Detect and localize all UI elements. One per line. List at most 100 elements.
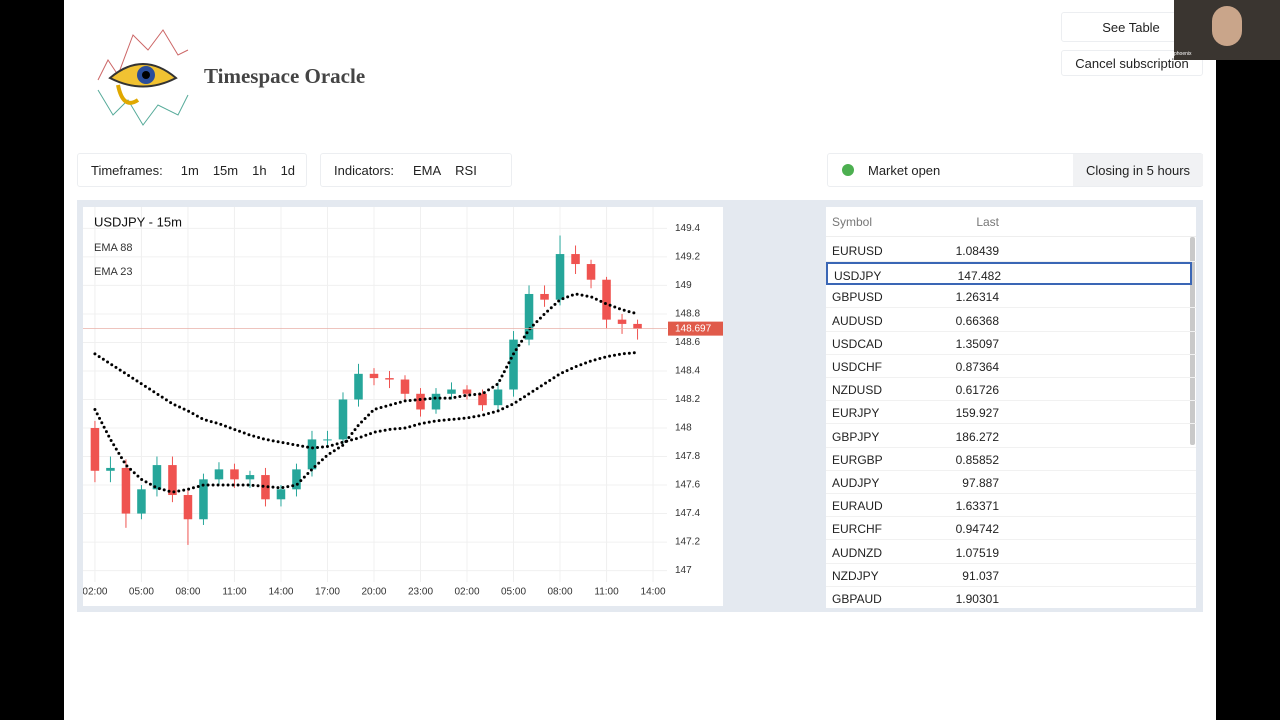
column-header: Symbol — [832, 215, 873, 229]
y-tick-label: 148.6 — [675, 337, 700, 348]
candle-body — [555, 254, 565, 300]
last-cell: 147.482 — [957, 269, 1001, 284]
candle-body — [431, 393, 441, 410]
last-price-label: 148.697 — [675, 323, 712, 334]
y-tick-label: 149 — [675, 280, 692, 291]
last-cell: 1.08439 — [955, 244, 999, 258]
symbol-row[interactable]: AUDNZD 1.07519 — [826, 541, 1196, 564]
last-cell: 97.887 — [962, 476, 999, 490]
logo — [97, 29, 189, 126]
candle-body — [478, 393, 487, 406]
symbol-cell: EURJPY — [832, 406, 880, 421]
symbol-row[interactable]: EURGBP 0.85852 — [826, 448, 1196, 471]
candle-body — [152, 465, 162, 490]
symbol-row[interactable]: USDJPY 147.482 — [826, 262, 1192, 286]
status-dot — [842, 164, 854, 176]
candle-body — [338, 399, 348, 440]
closing-time: Closing in 5 hours — [1073, 154, 1203, 186]
symbol-cell: AUDJPY — [832, 476, 880, 490]
symbol-row[interactable]: NZDUSD 0.61726 — [826, 378, 1196, 402]
header-divider — [826, 236, 1196, 237]
candle-body — [447, 389, 456, 394]
symbol-row[interactable]: AUDJPY 97.887 — [826, 471, 1196, 494]
candle-body — [617, 319, 627, 324]
candle-body — [137, 489, 146, 514]
candle-body — [633, 323, 642, 329]
x-tick-label: 17:00 — [315, 587, 340, 598]
candle-body — [292, 469, 301, 490]
symbol-cell: EURUSD — [832, 244, 883, 258]
candle-body — [354, 373, 363, 400]
candle-body — [214, 469, 224, 480]
symbol-row[interactable]: GBPJPY 186.272 — [826, 425, 1196, 448]
last-cell: 1.90301 — [955, 592, 999, 606]
symbol-row[interactable]: AUDUSD 0.66368 — [826, 309, 1196, 332]
chart-panel: 147 147.2 147.4 147.6 147.8 148 148.2 148.4 148.… — [82, 207, 723, 606]
market-status: Market open — [868, 162, 941, 178]
candle-body — [524, 293, 534, 340]
symbol-row[interactable]: EURJPY 159.927 — [826, 401, 1196, 425]
x-tick-label: 08:00 — [175, 587, 200, 598]
candle-body — [230, 469, 239, 480]
symbol-row[interactable]: USDCAD 1.35097 — [826, 332, 1196, 355]
last-cell: 0.66368 — [955, 313, 999, 328]
symbol-cell: NZDUSD — [832, 383, 882, 398]
timeframe-option[interactable]: 1m — [180, 162, 199, 178]
symbol-row[interactable]: USDCHF 0.87364 — [826, 355, 1196, 378]
x-tick-label: 11:00 — [222, 587, 247, 598]
timeframe-option[interactable]: 1d — [280, 162, 296, 178]
candle-body — [261, 475, 270, 500]
candle-body — [199, 479, 208, 520]
y-tick-label: 149.4 — [675, 223, 700, 234]
last-cell: 0.87364 — [955, 360, 999, 374]
y-tick-label: 147.2 — [675, 537, 700, 548]
symbol-cell: NZDJPY — [832, 568, 879, 583]
symbol-row[interactable]: GBPAUD 1.90301 — [826, 587, 1196, 608]
timeframes-bar: Timeframes: 1m 15m 1h 1d — [77, 153, 307, 187]
candle-body — [400, 379, 410, 394]
column-header: Last — [976, 215, 999, 229]
candle-body — [276, 489, 286, 500]
candle-body — [540, 293, 549, 300]
candle-body — [323, 439, 332, 441]
candle-body — [183, 495, 193, 520]
last-cell: 0.61726 — [955, 383, 999, 398]
candle-body — [602, 279, 611, 320]
legend-entry: EMA 88 — [94, 242, 133, 254]
candle-body — [416, 393, 425, 410]
indicator-option[interactable]: RSI — [455, 162, 477, 178]
ema-line — [93, 292, 640, 494]
timeframe-option[interactable]: 1h — [252, 162, 267, 178]
candle-body — [509, 339, 518, 390]
symbol-cell: USDCHF — [832, 360, 882, 374]
indicator-option[interactable]: EMA — [412, 162, 442, 178]
ema-line — [93, 350, 640, 450]
timeframes-label: Timeframes: — [91, 162, 163, 178]
symbol-row[interactable]: NZDJPY 91.037 — [826, 564, 1196, 587]
last-cell: 159.927 — [955, 406, 999, 421]
y-tick-label: 149.2 — [675, 252, 700, 263]
x-tick-label: 14:00 — [641, 587, 666, 598]
symbol-row[interactable]: EURUSD 1.08439 — [826, 239, 1196, 262]
timeframe-option[interactable]: 15m — [212, 162, 239, 178]
candle-body — [245, 475, 255, 480]
y-tick-label: 148.8 — [675, 309, 700, 320]
app-page: Timespace Oracle See Table Cancel subscr… — [64, 0, 1216, 720]
chart: 147 147.2 147.4 147.6 147.8 148 148.2 148.4 148.… — [82, 207, 723, 598]
scrollbar — [1190, 237, 1195, 445]
symbol-cell: AUDUSD — [832, 313, 883, 328]
candle-body — [307, 439, 317, 470]
y-tick-label: 147.8 — [675, 451, 700, 462]
symbol-cell: GBPJPY — [832, 429, 880, 444]
y-tick-label: 147.4 — [675, 508, 700, 519]
symbol-row[interactable]: EURCHF 0.94742 — [826, 517, 1196, 541]
x-tick-label: 11:00 — [594, 587, 619, 598]
candle-body — [121, 467, 131, 514]
candle-body — [90, 428, 100, 471]
x-tick-label: 20:00 — [361, 587, 386, 598]
symbol-row[interactable]: EURAUD 1.63371 — [826, 494, 1196, 518]
symbol-row[interactable]: GBPUSD 1.26314 — [826, 285, 1196, 309]
y-tick-label: 147.6 — [675, 480, 700, 491]
x-tick-label: 02:00 — [83, 587, 108, 598]
